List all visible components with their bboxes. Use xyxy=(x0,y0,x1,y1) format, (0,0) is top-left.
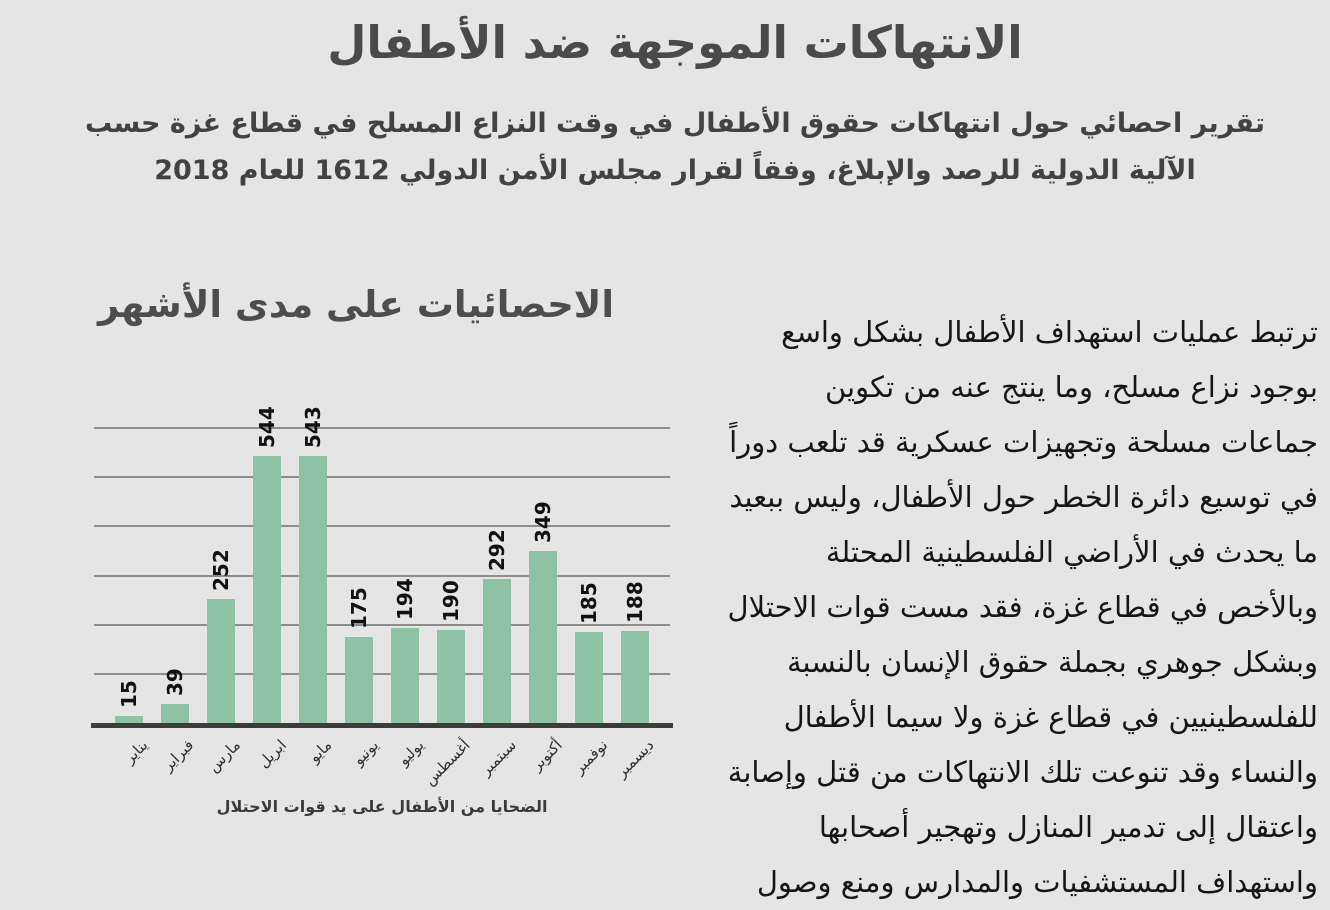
x-axis-line xyxy=(91,723,673,728)
x-tick-label-10: أكتوبر xyxy=(527,736,566,775)
bar-value-label-6: 175 xyxy=(347,587,371,629)
x-tick-label-5: مايو xyxy=(305,736,336,767)
gridline-400 xyxy=(94,525,670,527)
bar-value-label-4: 544 xyxy=(255,406,279,448)
x-tick-label-3: مارس xyxy=(204,736,244,776)
article-line-6: وبالأخص في قطاع غزة، فقد مست قوات الاحتل… xyxy=(727,590,1318,624)
bar-value-label-5: 543 xyxy=(301,406,325,448)
x-tick-label-8: أغسطس xyxy=(420,736,474,789)
subtitle-line-1: تقرير احصائي حول انتهاكات حقوق الأطفال ف… xyxy=(85,108,1265,139)
page-title: الانتهاكات الموجهة ضد الأطفال xyxy=(327,16,1023,69)
bar-value-label-2: 39 xyxy=(163,668,187,696)
article-line-4: في توسيع دائرة الخطر حول الأطفال، وليس ب… xyxy=(729,480,1318,514)
report-header: الانتهاكات الموجهة ضد الأطفال تقرير احصا… xyxy=(30,12,1320,194)
page-subtitle: تقرير احصائي حول انتهاكات حقوق الأطفال ف… xyxy=(30,100,1320,194)
gridline-300 xyxy=(94,575,670,577)
article-line-7: وبشكل جوهري بجملة حقوق الإنسان بالنسبة xyxy=(786,645,1318,679)
subtitle-line-2: الآلية الدولية للرصد والإبلاغ، وفقاً لقر… xyxy=(154,155,1196,186)
bar-month-8 xyxy=(437,630,465,723)
bar-value-label-10: 349 xyxy=(531,501,555,543)
gridline-100 xyxy=(94,673,670,675)
bar-month-4 xyxy=(253,456,281,723)
bar-month-3 xyxy=(207,599,235,723)
article-line-5: ما يحدث في الأراضي الفلسطينية المحتلة xyxy=(825,535,1318,569)
x-tick-label-11: نوفمبر xyxy=(570,736,612,778)
x-tick-label-1: يناير xyxy=(120,736,152,767)
bar-month-9 xyxy=(483,579,511,723)
article-line-3: جماعات مسلحة وتجهيزات عسكرية قد تلعب دور… xyxy=(729,425,1318,459)
article-line-8: للفلسطينيين في قطاع غزة ولا سيما الأطفال xyxy=(783,700,1318,734)
x-tick-label-4: ابريل xyxy=(254,736,290,772)
article-line-2: بوجود نزاع مسلح، وما ينتج عنه من تكوين xyxy=(824,370,1318,404)
bar-month-7 xyxy=(391,628,419,723)
bar-value-label-12: 188 xyxy=(623,581,647,623)
article-line-1: ترتبط عمليات استهداف الأطفال بشكل واسع xyxy=(781,315,1318,349)
x-tick-label-6: يونيو xyxy=(348,736,382,769)
article-line-9: والنساء وقد تنوعت تلك الانتهاكات من قتل … xyxy=(727,755,1318,789)
article-text: ترتبط عمليات استهداف الأطفال بشكل واسع بو… xyxy=(658,305,1318,910)
bar-month-2 xyxy=(161,704,189,723)
bar-value-label-11: 185 xyxy=(577,582,601,624)
bar-month-5 xyxy=(299,456,327,723)
bar-value-label-3: 252 xyxy=(209,549,233,591)
chart-title: الاحصائيات على مدى الأشهر xyxy=(97,283,615,326)
article-line-11: واستهداف المستشفيات والمدارس ومنع وصول xyxy=(756,865,1318,899)
gridline-200 xyxy=(94,624,670,626)
x-tick-label-7: يوليو xyxy=(394,736,428,770)
x-axis-caption: الضحايا من الأطفال على يد قوات الاحتلال xyxy=(216,797,548,816)
bar-month-12 xyxy=(621,631,649,723)
gridline-600 xyxy=(94,427,670,429)
bar-value-label-1: 15 xyxy=(117,680,141,708)
bar-month-10 xyxy=(529,551,557,723)
gridline-500 xyxy=(94,476,670,478)
bar-month-1 xyxy=(115,716,143,723)
x-tick-label-2: فبراير xyxy=(159,736,198,775)
x-tick-label-9: سبتمبر xyxy=(476,736,520,780)
bar-value-label-7: 194 xyxy=(393,578,417,620)
x-tick-label-12: ديسمبر xyxy=(612,736,658,782)
bar-month-6 xyxy=(345,637,373,723)
bar-value-label-9: 292 xyxy=(485,529,509,571)
monthly-bar-chart: 15 يناير 39 فبراير 252 مارس 544 ابريل 543 مايو 175… xyxy=(91,406,673,789)
bar-month-11 xyxy=(575,632,603,723)
bar-value-label-8: 190 xyxy=(439,580,463,622)
article-line-10: واعتقال إلى تدمير المنازل وتهجير أصحابها xyxy=(818,810,1318,844)
